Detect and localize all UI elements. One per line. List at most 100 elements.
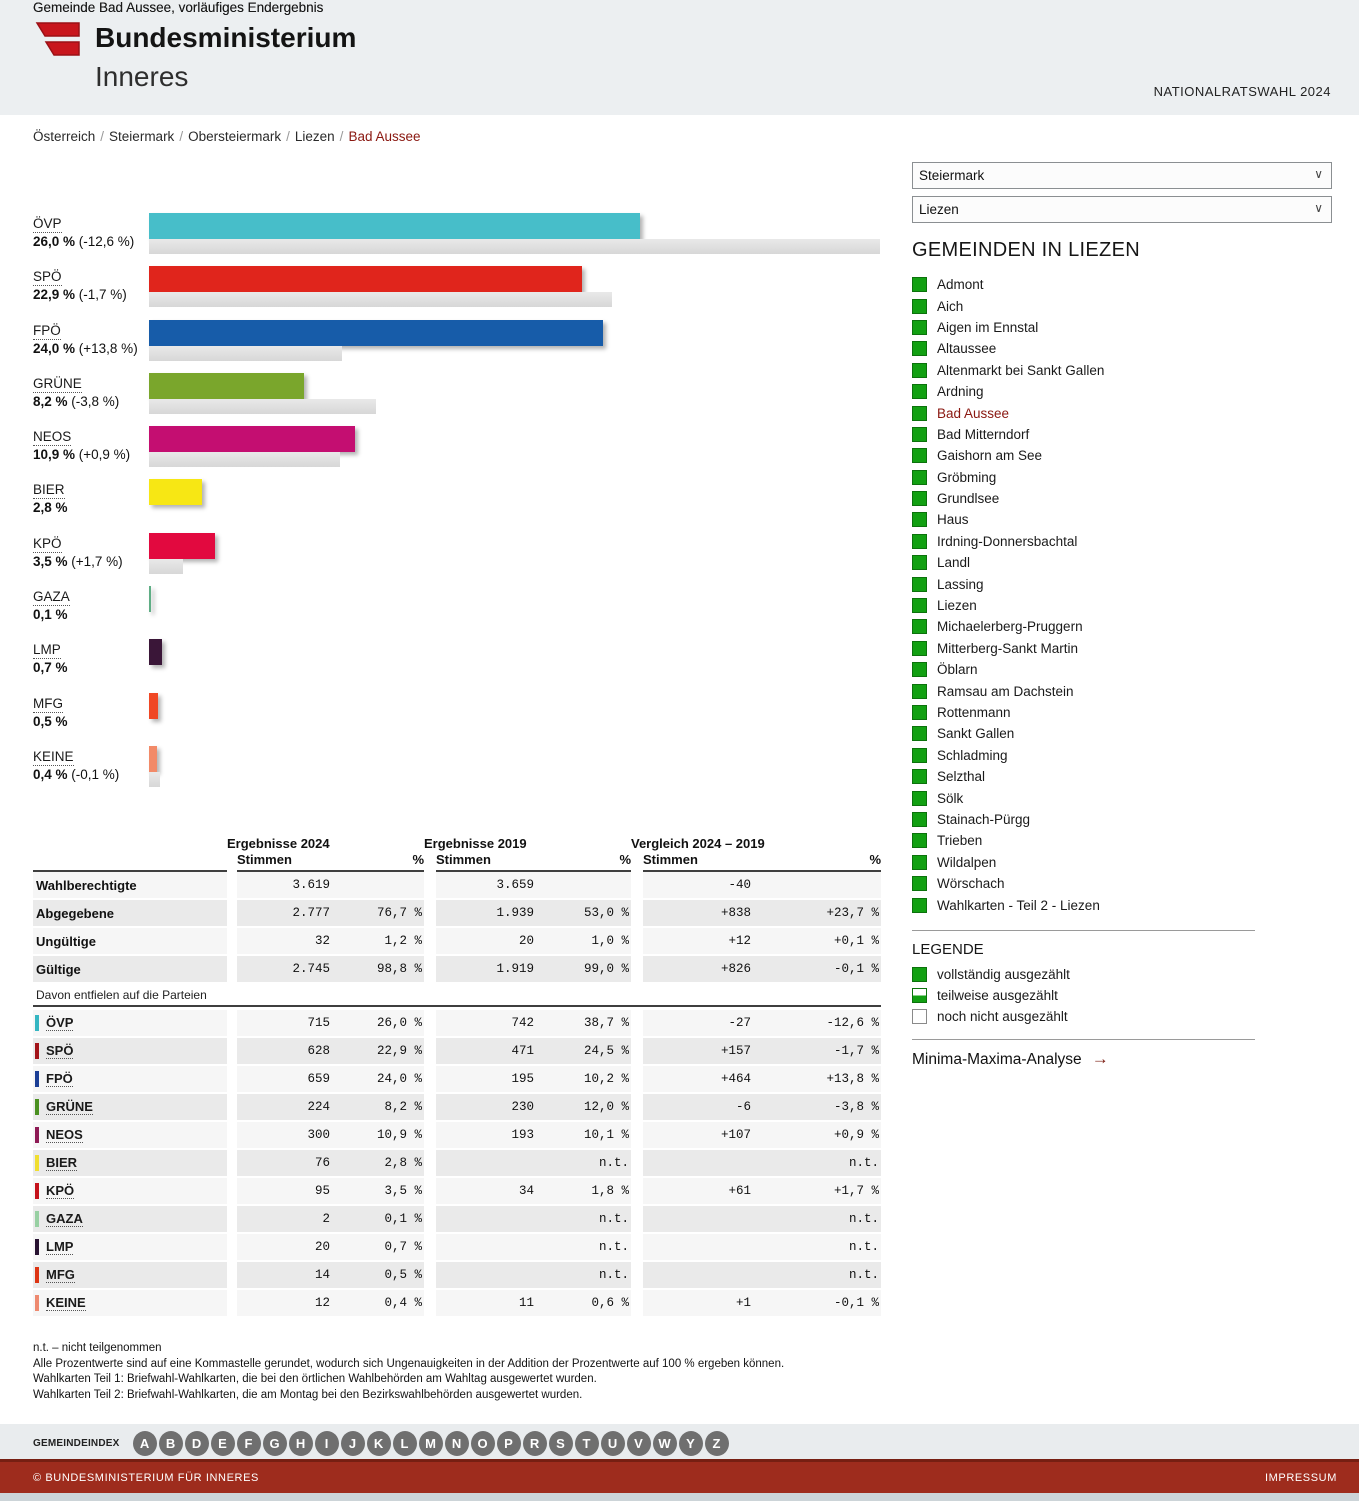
gemeinde-label: Mitterberg-Sankt Martin [937, 640, 1079, 656]
gemeinde-item[interactable]: Altaussee [912, 338, 1104, 359]
party-link[interactable]: NEOS [33, 429, 72, 447]
party-link[interactable]: KPÖ [33, 535, 62, 553]
austria-flag-logo-icon [35, 22, 80, 56]
chart-party-label: FPÖ [33, 322, 61, 340]
index-letter-button[interactable]: U [600, 1430, 625, 1456]
gemeinde-item[interactable]: Aigen im Ennstal [912, 317, 1104, 338]
index-letter-button[interactable]: D [184, 1430, 209, 1456]
gemeinde-item[interactable]: Irdning-Donnersbachtal [912, 531, 1104, 552]
index-letter-button[interactable]: T [574, 1430, 599, 1456]
district-select[interactable]: Liezen [912, 196, 1332, 223]
party-link[interactable]: KEINE [33, 748, 74, 766]
index-letter-button[interactable]: M [418, 1430, 443, 1456]
party-link[interactable]: KPÖ [46, 1183, 75, 1199]
index-letter-button[interactable]: A [132, 1430, 157, 1456]
index-letter-button[interactable]: K [366, 1430, 391, 1456]
index-letter-button[interactable]: I [314, 1430, 339, 1456]
table-cell [536, 872, 631, 898]
gemeinde-item[interactable]: Lassing [912, 573, 1104, 594]
gemeinde-label: Bad Mitterndorf [937, 426, 1030, 442]
party-link[interactable]: BIER [33, 482, 65, 500]
breadcrumb-link[interactable]: Steiermark [109, 129, 175, 144]
gemeinde-item[interactable]: Gaishorn am See [912, 445, 1104, 466]
gemeinde-item[interactable]: Altenmarkt bei Sankt Gallen [912, 360, 1104, 381]
index-letter-button[interactable]: S [548, 1430, 573, 1456]
index-letter-button[interactable]: J [340, 1430, 365, 1456]
index-letter-button[interactable]: E [210, 1430, 235, 1456]
table-row: KEINE 12 0,4 % 11 0,6 % +1 -0,1 % [33, 1290, 881, 1316]
gemeinde-item[interactable]: Schladming [912, 745, 1104, 766]
gemeinde-item[interactable]: Landl [912, 552, 1104, 573]
bar-2019 [149, 558, 183, 574]
gemeinde-item[interactable]: Admont [912, 274, 1104, 295]
footer-impressum-link[interactable]: IMPRESSUM [1264, 1471, 1337, 1484]
gemeinde-item[interactable]: Stainach-Pürgg [912, 809, 1104, 830]
gemeinde-item[interactable]: Sölk [912, 787, 1104, 808]
breadcrumb-link[interactable]: Österreich [33, 129, 96, 144]
gemeinde-item[interactable]: Bad Aussee [912, 402, 1104, 423]
gemeinde-item[interactable]: Wörschach [912, 873, 1104, 894]
chart-party-value: 10,9 % (+0,9 %) [33, 447, 131, 463]
party-link[interactable]: LMP [33, 642, 61, 660]
index-letter-button[interactable]: L [392, 1430, 417, 1456]
gemeinde-item[interactable]: Sankt Gallen [912, 723, 1104, 744]
index-letter-button[interactable]: F [236, 1430, 261, 1456]
province-select[interactable]: Steiermark [912, 162, 1332, 189]
gemeinde-item[interactable]: Ramsau am Dachstein [912, 680, 1104, 701]
index-letter-button[interactable]: Y [678, 1430, 703, 1456]
gemeinde-item[interactable]: Bad Mitterndorf [912, 424, 1104, 445]
gemeinde-item[interactable]: Liezen [912, 595, 1104, 616]
index-letter-button[interactable]: H [288, 1430, 313, 1456]
party-link[interactable]: NEOS [46, 1127, 83, 1143]
gemeinde-item[interactable]: Wildalpen [912, 852, 1104, 873]
gemeinde-item[interactable]: Gröbming [912, 467, 1104, 488]
breadcrumb-link[interactable]: Obersteiermark [188, 129, 282, 144]
minima-maxima-link[interactable]: Minima-Maxima-Analyse → [912, 1049, 1109, 1069]
party-link[interactable]: GRÜNE [46, 1099, 93, 1115]
party-link[interactable]: FPÖ [46, 1071, 73, 1087]
gemeinde-item[interactable]: Michaelerberg-Pruggern [912, 616, 1104, 637]
party-link[interactable]: GAZA [33, 589, 70, 607]
index-letter-button[interactable]: G [262, 1430, 287, 1456]
index-letter-button[interactable]: V [626, 1430, 651, 1456]
gemeinde-item[interactable]: Mitterberg-Sankt Martin [912, 638, 1104, 659]
index-letter-button[interactable]: R [522, 1430, 547, 1456]
index-letter-button[interactable]: W [652, 1430, 677, 1456]
gemeinde-item[interactable]: Rottenmann [912, 702, 1104, 723]
table-cell: 0,6 % [536, 1290, 631, 1316]
gemeinde-label: Irdning-Donnersbachtal [937, 533, 1078, 549]
index-letter-button[interactable]: B [158, 1430, 183, 1456]
gemeinde-item[interactable]: Haus [912, 509, 1104, 530]
party-link[interactable]: MFG [46, 1267, 75, 1283]
party-link[interactable]: FPÖ [33, 322, 61, 340]
breadcrumb-link[interactable]: Liezen [294, 129, 335, 144]
gemeinde-label: Stainach-Pürgg [937, 811, 1031, 827]
index-letter-button[interactable]: O [470, 1430, 495, 1456]
table-cell [643, 1234, 753, 1260]
gemeinde-item[interactable]: Ardning [912, 381, 1104, 402]
party-link[interactable]: ÖVP [33, 216, 62, 233]
party-link[interactable]: GAZA [46, 1211, 83, 1227]
index-letter-button[interactable]: Z [704, 1430, 729, 1456]
table-cell: +107 [643, 1122, 753, 1148]
party-link[interactable]: SPÖ [33, 269, 62, 287]
gemeinde-item[interactable]: Grundlsee [912, 488, 1104, 509]
party-link[interactable]: MFG [33, 695, 63, 713]
party-link[interactable]: KEINE [46, 1295, 86, 1311]
gemeinde-item[interactable]: Aich [912, 295, 1104, 316]
index-letter-button[interactable]: N [444, 1430, 469, 1456]
gemeinde-label: Selzthal [937, 769, 986, 785]
party-link[interactable]: GRÜNE [33, 375, 82, 393]
party-link[interactable]: SPÖ [46, 1043, 74, 1059]
party-link[interactable]: LMP [46, 1239, 74, 1255]
chart-bars [149, 479, 202, 506]
index-letter-button[interactable]: P [496, 1430, 521, 1456]
gemeinde-item[interactable]: Wahlkarten - Teil 2 - Liezen [912, 894, 1104, 915]
table-cell: n.t. [536, 1206, 631, 1232]
gemeinde-item[interactable]: Selzthal [912, 766, 1104, 787]
gemeinde-item[interactable]: Öblarn [912, 659, 1104, 680]
party-link[interactable]: ÖVP [46, 1015, 74, 1031]
party-link[interactable]: BIER [46, 1155, 78, 1171]
bar-2024 [149, 319, 603, 346]
gemeinde-item[interactable]: Trieben [912, 830, 1104, 851]
